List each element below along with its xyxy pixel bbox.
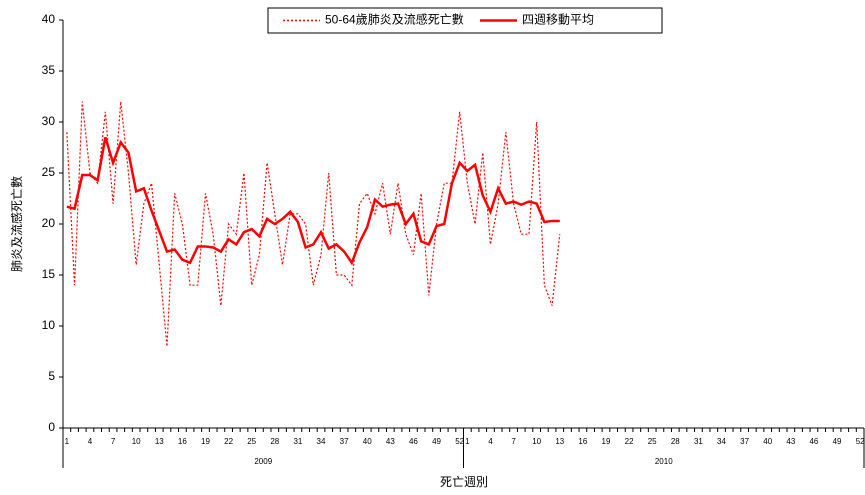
series-line	[66, 136, 560, 266]
y-tick-label: 35	[42, 63, 56, 77]
x-tick-label: 7	[511, 437, 516, 446]
x-tick-label: 34	[717, 437, 726, 446]
x-tick-label: 1	[65, 437, 70, 446]
x-tick-label: 31	[293, 437, 302, 446]
y-tick-label: 40	[42, 12, 56, 26]
x-tick-label: 52	[455, 437, 464, 446]
x-tick-label: 10	[132, 437, 141, 446]
y-tick-label: 20	[42, 216, 56, 230]
x-tick-label: 31	[694, 437, 703, 446]
x-tick-label: 43	[786, 437, 795, 446]
x-tick-label: 37	[740, 437, 749, 446]
legend-box	[267, 7, 663, 34]
y-tick-label: 15	[42, 267, 56, 281]
y-axis-label: 肺炎及流感死亡數	[9, 176, 24, 272]
x-tick-label: 1	[465, 437, 470, 446]
x-tick-label: 19	[201, 437, 210, 446]
legend-label: 50-64歲肺炎及流感死亡數	[325, 12, 464, 27]
series-line	[66, 101, 561, 347]
x-tick-label: 46	[809, 437, 818, 446]
x-tick-label: 25	[247, 437, 256, 446]
x-tick-label: 40	[763, 437, 772, 446]
x-tick-label: 25	[648, 437, 657, 446]
x-axis-label: 死亡週別	[440, 475, 488, 489]
x-tick-label: 49	[833, 437, 842, 446]
x-tick-label: 46	[409, 437, 418, 446]
x-tick-label: 52	[856, 437, 865, 446]
x-tick-label: 49	[432, 437, 441, 446]
y-tick-label: 0	[48, 420, 55, 434]
x-group-label: 2010	[655, 457, 673, 466]
x-tick-label: 37	[340, 437, 349, 446]
x-tick-label: 4	[88, 437, 93, 446]
x-tick-label: 28	[671, 437, 680, 446]
y-tick-label: 25	[42, 165, 56, 179]
x-tick-label: 16	[178, 437, 187, 446]
x-tick-label: 40	[363, 437, 372, 446]
x-tick-label: 16	[578, 437, 587, 446]
x-tick-label: 22	[224, 437, 233, 446]
x-tick-label: 28	[270, 437, 279, 446]
x-tick-label: 19	[602, 437, 611, 446]
x-group-label: 2009	[254, 457, 272, 466]
y-tick-label: 10	[42, 318, 56, 332]
y-tick-label: 30	[42, 114, 56, 128]
x-tick-label: 34	[317, 437, 326, 446]
x-tick-label: 43	[386, 437, 395, 446]
legend-label: 四週移動平均	[522, 13, 594, 27]
x-tick-label: 13	[155, 437, 164, 446]
x-tick-label: 13	[555, 437, 564, 446]
x-tick-label: 10	[532, 437, 541, 446]
x-tick-label: 7	[111, 437, 116, 446]
y-tick-label: 5	[48, 369, 55, 383]
x-tick-label: 22	[625, 437, 634, 446]
x-tick-label: 4	[488, 437, 493, 446]
